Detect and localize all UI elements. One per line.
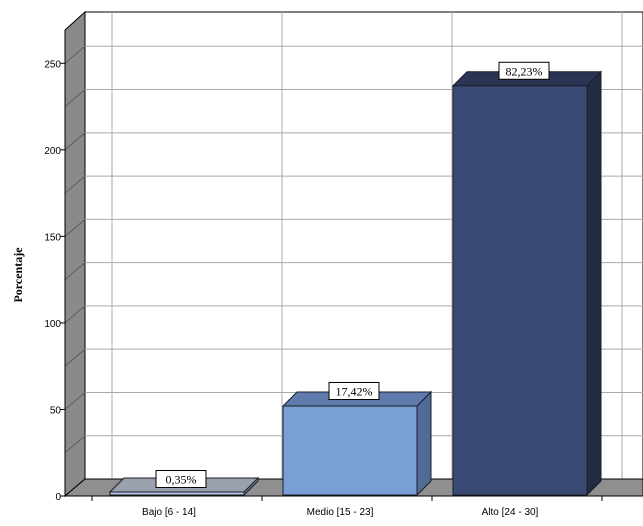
side-grid-line (64, 132, 86, 151)
x-tick-label: Medio [15 - 23] (307, 507, 374, 518)
side-grid-line (64, 392, 86, 410)
data-label-text: 82,23% (506, 64, 543, 78)
y-tick-label: 100 (44, 319, 61, 330)
side-grid-line (64, 348, 86, 367)
y-tick-label: 200 (44, 146, 61, 157)
side-grid-line (64, 175, 86, 194)
bar-front (109, 491, 245, 496)
axes: 0 50 100 150 200 250 (44, 30, 603, 503)
data-label-3: 82,23% (498, 61, 550, 80)
bar-3 (451, 70, 603, 497)
y-tick-label: 0 (55, 492, 61, 503)
data-label-1: 0,35% (155, 470, 207, 488)
bar-front (452, 85, 588, 496)
y-tick-label: 150 (44, 232, 61, 243)
side-grid-line (64, 45, 86, 64)
data-label-text: 17,42% (336, 384, 373, 398)
data-label-2: 17,42% (328, 381, 380, 400)
data-label-text: 0,35% (166, 473, 197, 487)
side-grid-line (64, 262, 86, 281)
bar-front (282, 405, 418, 496)
data-label-box (155, 470, 207, 488)
data-label-box (498, 61, 550, 80)
x-tick-label: Alto [24 - 30] (482, 507, 539, 518)
bar-2 (281, 390, 433, 497)
labels: 0,35% Bajo [6 - 14] 17,42% Medio [15 - 23] 8… (142, 61, 550, 518)
y-tick-label: 250 (44, 59, 61, 70)
bar-side (586, 70, 602, 497)
side-wall (64, 10, 86, 498)
x-tick-label: Bajo [6 - 14] (142, 507, 196, 518)
y-tick-label: 50 (50, 405, 62, 416)
bars (108, 70, 603, 497)
data-label-box (328, 381, 380, 400)
side-grid-line (64, 305, 86, 324)
side-grid-line (64, 435, 86, 454)
y-axis-label: Porcentaje (11, 247, 25, 303)
bar-side (416, 390, 432, 497)
side-grid-line (64, 218, 86, 237)
side-grid-line (64, 89, 86, 107)
